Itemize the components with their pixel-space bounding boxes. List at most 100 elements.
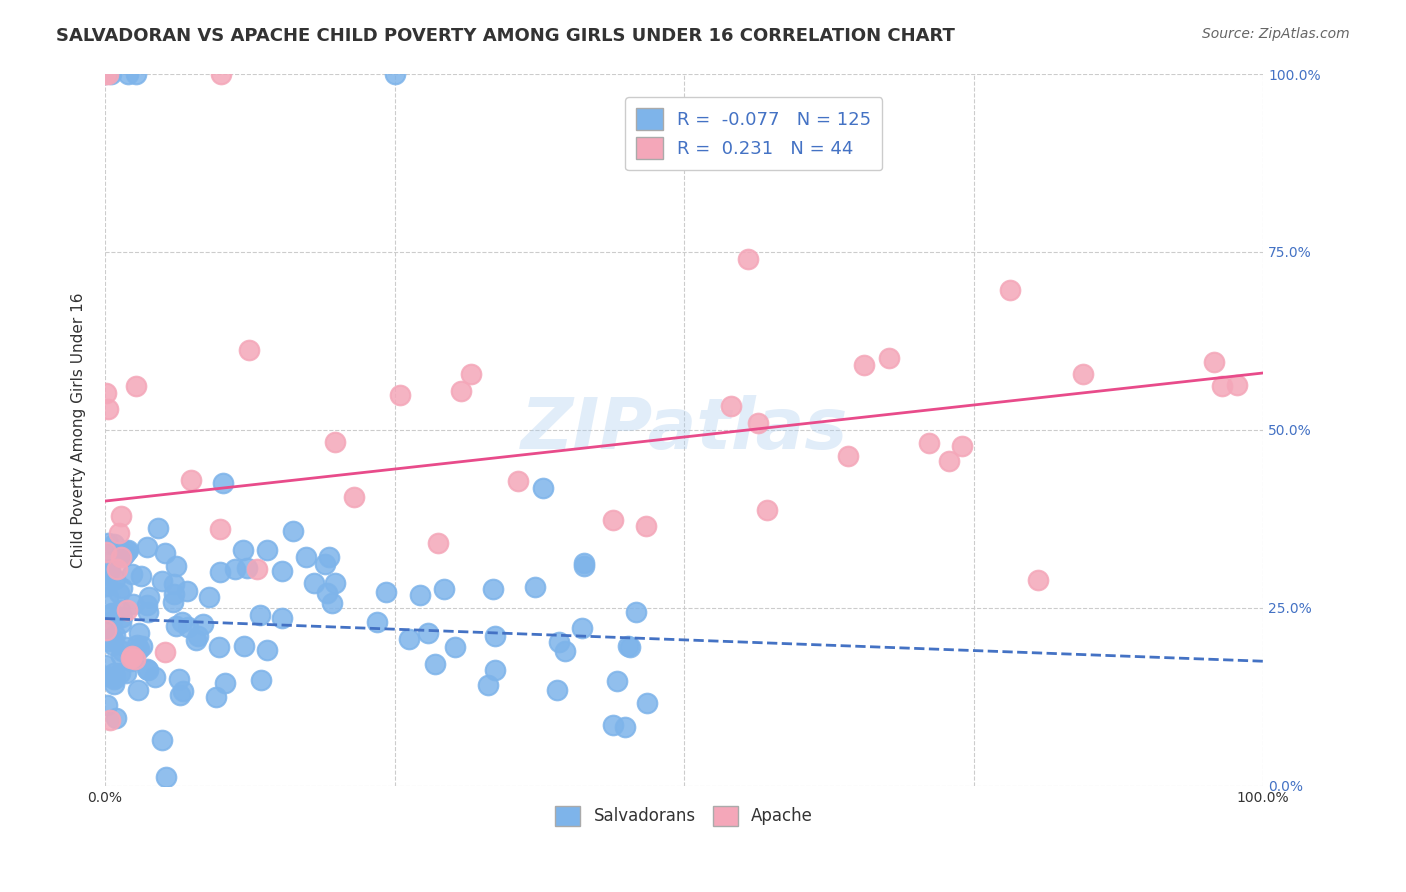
Point	[125, 638, 148, 652]
Point	[98, 713, 121, 727]
Text: ZIPatlas: ZIPatlas	[520, 395, 848, 465]
Point	[191, 617, 214, 632]
Point	[184, 633, 207, 648]
Point	[249, 608, 271, 623]
Point	[508, 474, 530, 488]
Point	[232, 542, 254, 557]
Point	[98, 563, 121, 577]
Point	[205, 690, 228, 705]
Point	[198, 591, 221, 605]
Point	[108, 585, 131, 599]
Point	[246, 561, 269, 575]
Point	[636, 696, 658, 710]
Point	[103, 677, 125, 691]
Point	[150, 733, 173, 747]
Point	[111, 644, 134, 658]
Point	[121, 648, 143, 663]
Point	[115, 603, 138, 617]
Point	[163, 587, 186, 601]
Point	[208, 522, 231, 536]
Point	[172, 683, 194, 698]
Point	[176, 584, 198, 599]
Point	[208, 640, 231, 655]
Point	[460, 368, 482, 382]
Point	[1226, 377, 1249, 392]
Point	[136, 605, 159, 619]
Point	[444, 640, 467, 654]
Point	[97, 535, 120, 549]
Point	[323, 435, 346, 450]
Point	[101, 639, 124, 653]
Point	[180, 473, 202, 487]
Point	[104, 572, 127, 586]
Point	[114, 547, 136, 561]
Point	[114, 665, 136, 680]
Point	[101, 632, 124, 647]
Point	[110, 615, 132, 630]
Point	[162, 594, 184, 608]
Point	[619, 640, 641, 654]
Point	[117, 67, 139, 81]
Point	[853, 358, 876, 372]
Point	[104, 628, 127, 642]
Point	[409, 588, 432, 602]
Point	[624, 605, 647, 619]
Point	[389, 388, 412, 402]
Point	[108, 526, 131, 541]
Point	[104, 670, 127, 684]
Point	[238, 343, 260, 357]
Point	[97, 401, 120, 416]
Point	[484, 629, 506, 643]
Point	[96, 623, 118, 637]
Point	[94, 545, 117, 559]
Point	[115, 544, 138, 558]
Point	[100, 67, 122, 81]
Point	[302, 575, 325, 590]
Point	[546, 682, 568, 697]
Point	[756, 502, 779, 516]
Point	[554, 644, 576, 658]
Point	[634, 519, 657, 533]
Point	[94, 67, 117, 81]
Point	[425, 657, 447, 671]
Point	[150, 574, 173, 589]
Point	[94, 67, 117, 81]
Point	[120, 654, 142, 668]
Point	[169, 689, 191, 703]
Point	[124, 652, 146, 666]
Point	[103, 537, 125, 551]
Point	[212, 476, 235, 491]
Point	[938, 454, 960, 468]
Point	[129, 569, 152, 583]
Point	[602, 717, 624, 731]
Point	[94, 669, 117, 683]
Point	[1071, 367, 1094, 381]
Point	[128, 626, 150, 640]
Point	[120, 650, 142, 665]
Point	[256, 643, 278, 657]
Point	[100, 615, 122, 630]
Point	[433, 582, 456, 596]
Point	[136, 540, 159, 554]
Point	[294, 549, 316, 564]
Point	[108, 665, 131, 680]
Point	[117, 542, 139, 557]
Point	[101, 606, 124, 620]
Point	[325, 576, 347, 591]
Point	[416, 625, 439, 640]
Point	[165, 619, 187, 633]
Point	[187, 629, 209, 643]
Point	[143, 670, 166, 684]
Point	[105, 562, 128, 576]
Point	[110, 550, 132, 565]
Point	[918, 435, 941, 450]
Point	[427, 535, 450, 549]
Point	[606, 674, 628, 689]
Point	[837, 449, 859, 463]
Point	[177, 620, 200, 634]
Point	[617, 639, 640, 653]
Point	[170, 615, 193, 629]
Point	[531, 481, 554, 495]
Point	[233, 639, 256, 653]
Point	[110, 648, 132, 663]
